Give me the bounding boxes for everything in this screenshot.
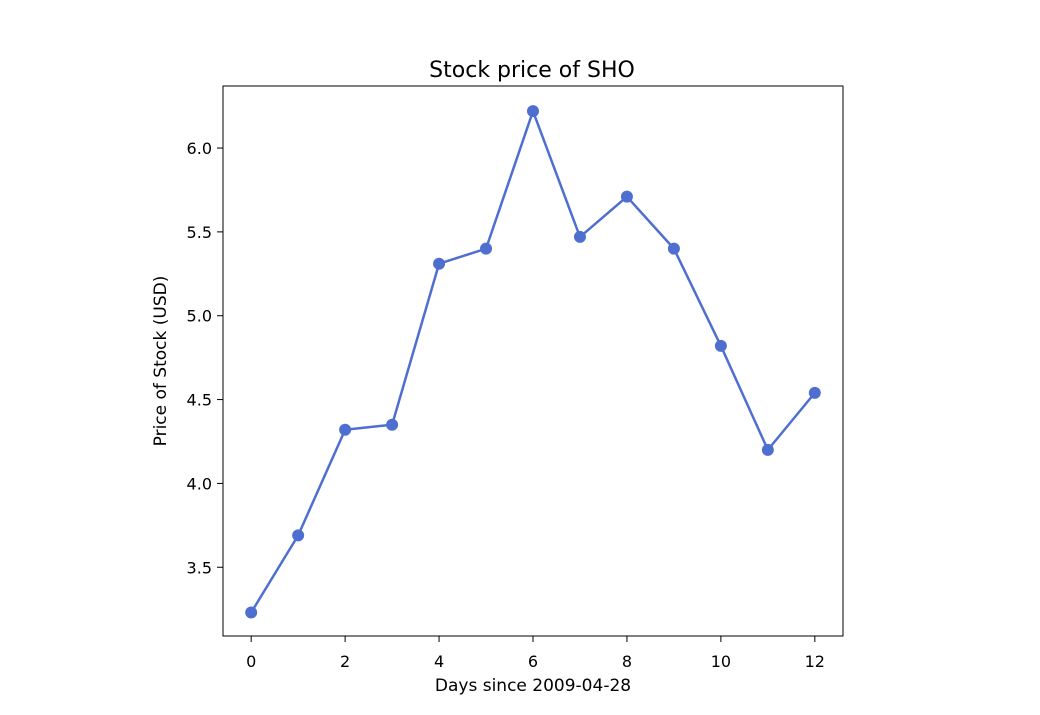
data-point — [245, 606, 258, 619]
x-axis-ticks: 0 2 4 6 8 10 12 — [246, 636, 825, 671]
x-tick-label: 10 — [711, 652, 731, 671]
data-point — [808, 386, 821, 399]
data-point — [620, 190, 633, 203]
axes-frame — [222, 85, 844, 637]
x-tick-label: 4 — [434, 652, 444, 671]
data-point — [667, 242, 680, 255]
data-point — [386, 418, 399, 431]
y-tick-label: 5.5 — [187, 223, 212, 242]
x-tick-label: 2 — [340, 652, 350, 671]
data-point — [480, 242, 493, 255]
y-tick-label: 6.0 — [187, 139, 212, 158]
x-tick-label: 0 — [246, 652, 256, 671]
data-point — [433, 257, 446, 270]
plot-area: 0 2 4 6 8 10 12 3.5 4.0 4.5 5.0 5.5 6.0 — [187, 85, 844, 671]
y-tick-label: 4.0 — [187, 474, 212, 493]
data-point — [339, 423, 352, 436]
x-tick-label: 12 — [805, 652, 825, 671]
series-line — [249, 109, 817, 614]
data-point — [761, 443, 774, 456]
data-point — [292, 529, 305, 542]
x-axis-label: Days since 2009-04-28 — [435, 676, 631, 696]
data-point — [527, 105, 539, 118]
data-point — [714, 339, 727, 352]
data-point — [573, 230, 586, 243]
y-tick-label: 5.0 — [187, 307, 212, 326]
x-tick-label: 6 — [528, 652, 538, 671]
series-layer — [245, 105, 821, 619]
y-axis-label: Price of Stock (USD) — [151, 276, 171, 447]
chart-title: Stock price of SHO — [429, 58, 635, 83]
y-tick-label: 4.5 — [187, 391, 212, 410]
y-axis-ticks: 3.5 4.0 4.5 5.0 5.5 6.0 — [187, 139, 223, 577]
x-tick-label: 8 — [622, 652, 632, 671]
y-tick-label: 3.5 — [187, 558, 212, 577]
